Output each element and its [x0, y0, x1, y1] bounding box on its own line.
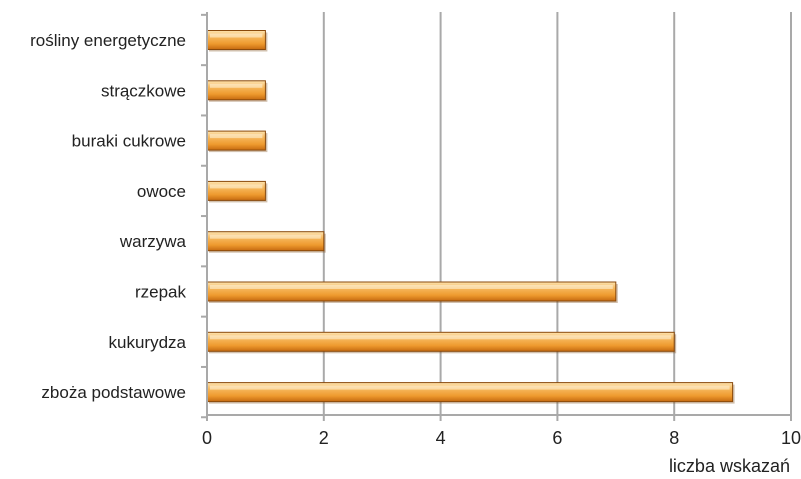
category-label: buraki cukrowe [72, 132, 186, 151]
category-label: rośliny energetyczne [30, 31, 186, 50]
x-tick-label: 0 [202, 428, 212, 448]
category-labels: rośliny energetyczne strączkowe buraki cuk… [30, 31, 186, 402]
bar-highlight [210, 33, 263, 38]
bar-highlight [210, 385, 730, 390]
bar-3 [206, 180, 268, 203]
bar-highlight [210, 335, 672, 340]
bar-rect [206, 331, 675, 352]
category-label: rzepak [135, 283, 187, 302]
bar-4 [206, 231, 326, 253]
bar-rect [206, 130, 266, 151]
bar-highlight [210, 234, 321, 239]
bar-highlight [210, 184, 263, 189]
bar-highlight [210, 83, 263, 88]
x-tick-label: 4 [436, 428, 446, 448]
category-label: kukurydza [109, 333, 187, 352]
bar-highlight [210, 285, 613, 289]
bars [206, 30, 735, 404]
bar-rect [206, 231, 325, 252]
category-label: strączkowe [101, 81, 186, 100]
category-label: zboża podstawowe [41, 383, 186, 402]
x-tick-label: 6 [552, 428, 562, 448]
bar-2 [206, 130, 268, 153]
category-label: warzywa [119, 232, 187, 251]
bar-rect [206, 30, 266, 50]
axes [201, 12, 792, 421]
bar-0 [206, 30, 268, 52]
bar-highlight [210, 134, 263, 139]
bar-5 [206, 281, 618, 303]
bar-rect [206, 382, 734, 403]
category-label: owoce [137, 182, 186, 201]
gridlines [322, 12, 792, 415]
bar-6 [206, 331, 677, 354]
bar-rect [206, 80, 266, 101]
x-tick-label: 2 [319, 428, 329, 448]
bar-rect [206, 281, 617, 302]
bar-7 [206, 382, 735, 404]
x-axis-title: liczba wskazań [669, 456, 790, 476]
x-tick-label: 10 [781, 428, 801, 448]
tick-labels: 0 2 4 6 8 10 [202, 428, 801, 448]
bar-rect [206, 180, 266, 201]
bar-1 [206, 80, 268, 102]
x-tick-label: 8 [669, 428, 679, 448]
